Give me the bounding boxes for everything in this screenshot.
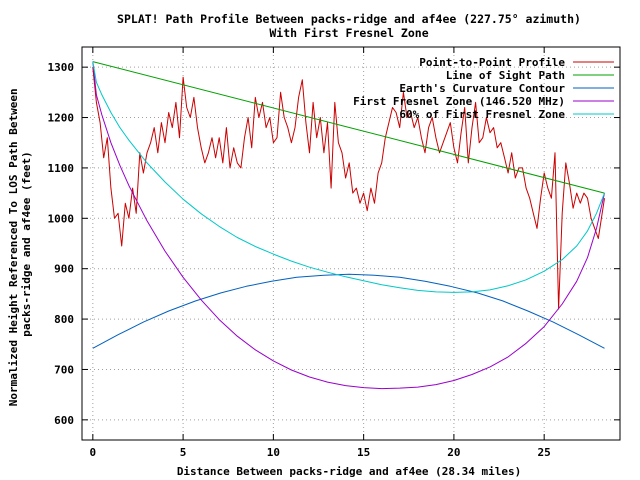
legend-label-line-of-sight-path: Line of Sight Path	[446, 69, 565, 82]
x-tick-label: 10	[267, 446, 280, 459]
plot-frame	[81, 46, 621, 441]
series-line-first-fresnel-zone	[92, 61, 605, 390]
y-tick-label: 700	[54, 363, 74, 376]
series-line-line-of-sight-path	[92, 61, 605, 194]
y-tick-label: 1100	[48, 162, 75, 175]
y-axis-ticks: 600 700 800 900 1000 1100 1200 1300	[48, 61, 620, 427]
x-tick-label: 15	[357, 446, 370, 459]
legend-label-earth-curvature-contour: Earth's Curvature Contour	[399, 82, 565, 95]
x-tick-label: 0	[90, 446, 97, 459]
x-tick-label: 5	[180, 446, 187, 459]
y-tick-label: 1200	[48, 112, 75, 125]
y-tick-label: 1000	[48, 212, 75, 225]
y-tick-label: 600	[54, 414, 74, 427]
y-axis-label: Normalized Height Referenced To LOS Path…	[7, 82, 33, 407]
grid	[82, 47, 620, 440]
x-tick-label: 20	[447, 446, 460, 459]
series-line-sixty-percent-fresnel-zone	[92, 61, 605, 293]
x-tick-label: 25	[538, 446, 551, 459]
y-axis-label-line-2: packs-ridge and af4ee (feet)	[20, 151, 33, 336]
y-axis-label-line-1: Normalized Height Referenced To LOS Path…	[7, 88, 20, 406]
series-line-point-to-point-profile	[92, 67, 605, 310]
x-axis-ticks: 0 5 10 15 20 25	[90, 47, 551, 459]
legend-label-first-fresnel-zone: First Fresnel Zone (146.520 MHz)	[353, 95, 565, 108]
chart-title: SPLAT! Path Profile Between packs-ridge …	[117, 12, 581, 26]
x-axis-label: Distance Between packs-ridge and af4ee (…	[177, 465, 521, 478]
chart-subtitle: With First Fresnel Zone	[269, 26, 428, 40]
y-tick-label: 800	[54, 313, 74, 326]
legend-label-sixty-percent-fresnel-zone: 60% of First Fresnel Zone	[399, 108, 565, 121]
y-tick-label: 1300	[48, 61, 75, 74]
legend-label-point-to-point-profile: Point-to-Point Profile	[419, 56, 565, 69]
y-tick-label: 900	[54, 263, 74, 276]
series-line-earth-curvature-contour	[92, 273, 605, 349]
series-lines	[92, 61, 605, 390]
